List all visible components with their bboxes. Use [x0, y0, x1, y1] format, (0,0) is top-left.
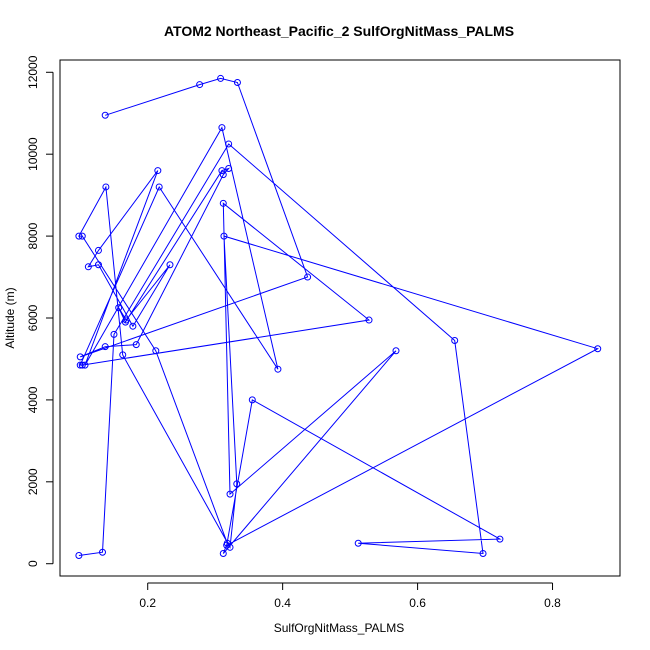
- data-point: [102, 183, 110, 191]
- data-point: [226, 543, 234, 551]
- data-point: [122, 316, 130, 324]
- data-point: [76, 361, 84, 369]
- y-tick-label: 6000: [26, 304, 40, 331]
- x-tick-label: 0.2: [139, 596, 156, 610]
- y-axis-label: Altitude (m): [3, 287, 17, 348]
- data-point: [132, 341, 140, 349]
- x-tick-label: 0.6: [409, 596, 426, 610]
- data-point: [392, 347, 400, 355]
- y-tick-label: 2000: [26, 468, 40, 495]
- data-point: [365, 316, 373, 324]
- data-point: [218, 124, 226, 132]
- y-axis: 0 2000 4000 6000 8000 10000 12000: [26, 55, 54, 567]
- data-point: [496, 535, 504, 543]
- data-point: [84, 263, 92, 271]
- data-point: [217, 74, 225, 82]
- data-point: [152, 347, 160, 355]
- data-point: [155, 183, 163, 191]
- data-point: [479, 549, 487, 557]
- y-tick-label: 12000: [26, 55, 40, 89]
- data-point: [248, 396, 256, 404]
- data-point: [94, 246, 102, 254]
- plot-area: [75, 74, 602, 560]
- data-point: [101, 343, 109, 351]
- series-line: [78, 77, 600, 556]
- data-point: [110, 330, 118, 338]
- x-tick-label: 0.4: [274, 596, 291, 610]
- data-point: [119, 351, 127, 359]
- data-point: [81, 361, 89, 369]
- data-point: [225, 140, 233, 148]
- data-point: [233, 480, 241, 488]
- data-point: [218, 167, 226, 175]
- chart-title: ATOM2 Northeast_Pacific_2 SulfOrgNitMass…: [164, 23, 514, 39]
- data-point: [166, 261, 174, 269]
- x-axis: 0.2 0.4 0.6 0.8: [139, 582, 561, 610]
- data-point: [225, 165, 233, 173]
- data-point: [76, 353, 84, 361]
- data-point: [594, 345, 602, 353]
- data-point: [274, 365, 282, 373]
- data-point: [129, 322, 137, 330]
- data-point: [115, 304, 123, 312]
- data-point: [75, 552, 83, 560]
- data-point: [154, 167, 162, 175]
- y-tick-label: 10000: [26, 137, 40, 171]
- data-point: [220, 232, 228, 240]
- data-point: [94, 261, 102, 269]
- y-tick-label: 4000: [26, 386, 40, 413]
- data-point: [78, 232, 86, 240]
- data-point: [196, 81, 204, 89]
- y-tick-label: 0: [26, 560, 40, 567]
- data-point: [226, 490, 234, 498]
- data-point: [219, 171, 227, 179]
- x-axis-label: SulfOrgNitMass_PALMS: [274, 621, 404, 635]
- data-point: [219, 549, 227, 557]
- data-point: [75, 232, 83, 240]
- data-point: [99, 548, 107, 556]
- data-point: [354, 539, 362, 547]
- data-point: [223, 541, 231, 549]
- plot-frame: [59, 59, 621, 577]
- data-point: [451, 337, 459, 345]
- data-point: [101, 111, 109, 119]
- data-point: [78, 361, 86, 369]
- x-tick-label: 0.8: [544, 596, 561, 610]
- data-point: [233, 79, 241, 87]
- y-tick-label: 8000: [26, 222, 40, 249]
- data-point: [304, 273, 312, 281]
- data-point: [219, 199, 227, 207]
